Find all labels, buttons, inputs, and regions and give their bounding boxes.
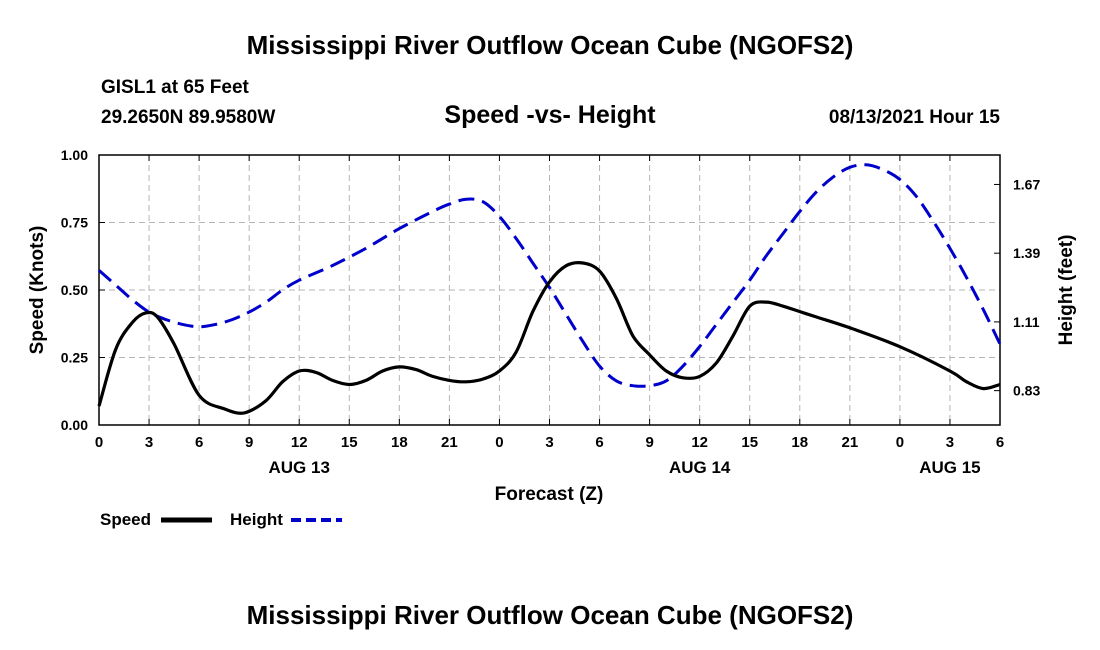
x-tick-label: 6 [195, 434, 203, 451]
y-axis-label: Speed (Knots) [27, 226, 48, 355]
legend-speed-label: Speed [100, 510, 151, 529]
x-tick-label: 3 [946, 434, 954, 451]
x-tick-label: 15 [741, 434, 758, 451]
legend-height-label: Height [230, 510, 283, 529]
x-tick-label: 9 [645, 434, 653, 451]
x-tick-label: 6 [595, 434, 603, 451]
station-label: GISL1 at 65 Feet [101, 77, 249, 98]
x-tick-label: 12 [691, 434, 708, 451]
x-tick-label: 18 [391, 434, 408, 451]
y2-tick-label: 0.83 [1013, 383, 1040, 399]
x-tick-label: 21 [841, 434, 858, 451]
y2-axis-label: Height (feet) [1056, 235, 1077, 346]
x-tick-label: 21 [441, 434, 458, 451]
x-tick-label: 3 [145, 434, 153, 451]
x-tick-label: 18 [791, 434, 808, 451]
y-tick-label: 0.25 [61, 350, 88, 366]
x-tick-label: 0 [495, 434, 503, 451]
day-label: AUG 13 [269, 458, 330, 477]
x-tick-label: 15 [341, 434, 358, 451]
x-tick-label: 0 [95, 434, 103, 451]
x-tick-label: 3 [545, 434, 553, 451]
x-tick-label: 6 [996, 434, 1004, 451]
station-coordinates: 29.2650N 89.9580W [101, 107, 276, 128]
forecast-datetime: 08/13/2021 Hour 15 [828, 107, 1000, 128]
y-tick-label: 1.00 [61, 147, 88, 163]
y2-tick-label: 1.39 [1013, 245, 1040, 261]
chart-title: Mississippi River Outflow Ocean Cube (NG… [246, 30, 854, 60]
y-tick-label: 0.75 [61, 215, 88, 231]
x-tick-label: 0 [896, 434, 904, 451]
y2-tick-label: 1.11 [1013, 314, 1040, 330]
y2-tick-label: 1.67 [1013, 176, 1040, 192]
y-tick-label: 0.50 [61, 282, 88, 298]
day-label: AUG 15 [919, 458, 980, 477]
y-tick-label: 0.00 [61, 417, 88, 433]
series-lines [97, 163, 1002, 415]
x-axis-label: Forecast (Z) [495, 484, 604, 505]
chart-subtitle: Speed -vs- Height [444, 101, 656, 129]
x-tick-label: 9 [245, 434, 253, 451]
day-label: AUG 14 [669, 458, 731, 477]
x-tick-label: 12 [291, 434, 308, 451]
axis-ticks: 0 3 6 9 12 15 18 21 0 3 6 9 12 15 18 21 0 3 6 0.00 0.25 0.50 0… [61, 147, 1041, 477]
footer-title: Mississippi River Outflow Ocean Cube (NG… [246, 600, 854, 630]
series-line-height [98, 163, 1002, 388]
series-line-speed [97, 261, 1001, 415]
grid-lines [99, 155, 1000, 425]
